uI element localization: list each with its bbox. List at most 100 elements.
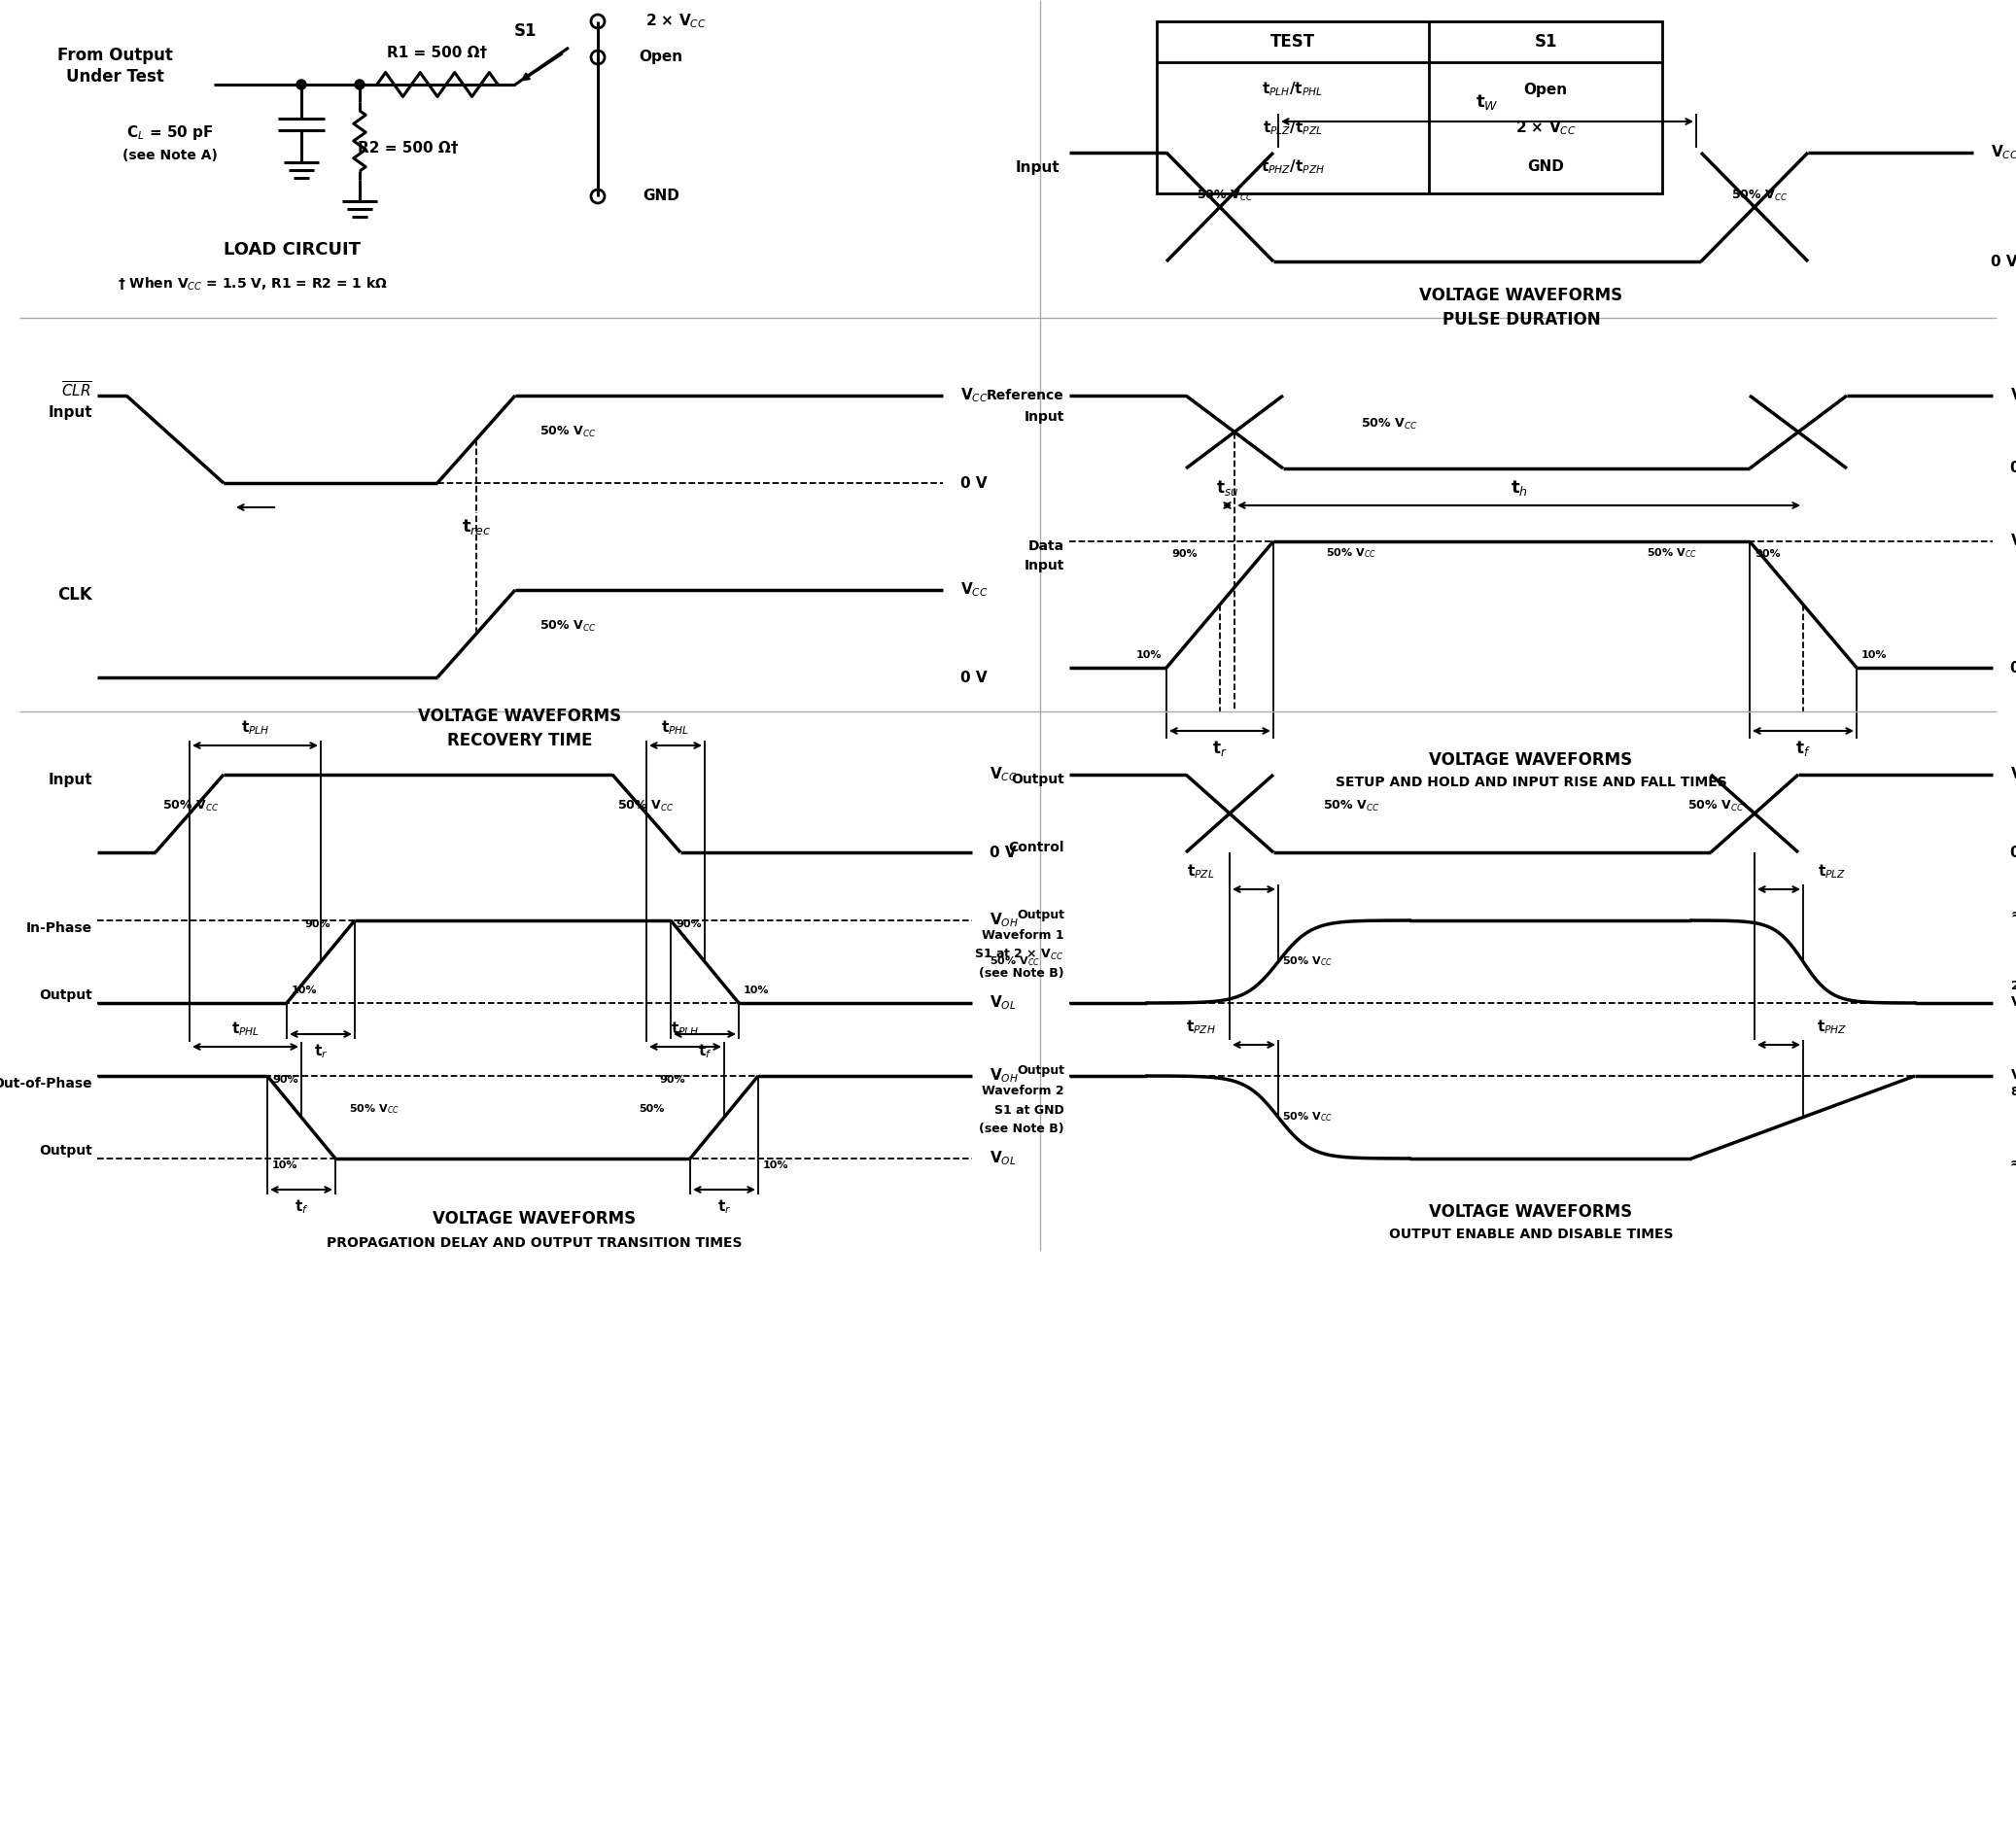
Text: 0 V: 0 V	[2010, 660, 2016, 675]
Text: CLK: CLK	[58, 587, 93, 603]
Text: Output: Output	[38, 1144, 93, 1157]
Text: t$_f$: t$_f$	[1796, 739, 1810, 757]
Text: 2 × V$_{CC}$: 2 × V$_{CC}$	[645, 13, 706, 31]
Text: V$_{CC}$: V$_{CC}$	[990, 765, 1018, 783]
Text: OUTPUT ENABLE AND DISABLE TIMES: OUTPUT ENABLE AND DISABLE TIMES	[1389, 1227, 1673, 1242]
Text: V$_{OL}$: V$_{OL}$	[990, 994, 1016, 1012]
Text: GND: GND	[643, 189, 679, 204]
Text: V$_{CC}$: V$_{CC}$	[1990, 143, 2016, 161]
Text: 50% V$_{CC}$: 50% V$_{CC}$	[1282, 956, 1333, 968]
Text: ≈V$_{CC}$: ≈V$_{CC}$	[2010, 908, 2016, 924]
Text: t$_h$: t$_h$	[1510, 479, 1528, 497]
Text: 90%: 90%	[272, 1075, 298, 1084]
Text: V$_{OH}$: V$_{OH}$	[2010, 1067, 2016, 1084]
Text: Data: Data	[1028, 539, 1064, 554]
Text: Reference: Reference	[988, 389, 1064, 402]
Bar	[1157, 22, 1661, 193]
Text: Input: Input	[1024, 411, 1064, 424]
Text: 50% V$_{CC}$: 50% V$_{CC}$	[1647, 547, 1697, 559]
Text: 50% V$_{CC}$: 50% V$_{CC}$	[161, 798, 218, 812]
Text: PULSE DURATION: PULSE DURATION	[1441, 312, 1601, 328]
Text: 0 V: 0 V	[960, 669, 988, 684]
Text: Waveform 1: Waveform 1	[982, 928, 1064, 941]
Text: t$_{rec}$: t$_{rec}$	[462, 517, 492, 537]
Text: RECOVERY TIME: RECOVERY TIME	[448, 732, 593, 750]
Text: Output: Output	[1012, 772, 1064, 787]
Text: ≈0 V: ≈0 V	[2010, 1157, 2016, 1170]
Circle shape	[296, 79, 306, 90]
Text: VOLTAGE WAVEFORMS: VOLTAGE WAVEFORMS	[1429, 1203, 1633, 1221]
Text: 90%: 90%	[659, 1075, 685, 1084]
Text: 50% V$_{CC}$: 50% V$_{CC}$	[1687, 798, 1744, 812]
Text: V$_{OH}$: V$_{OH}$	[990, 911, 1018, 930]
Text: 0 V: 0 V	[960, 475, 988, 490]
Text: 0 V: 0 V	[2010, 460, 2016, 475]
Text: V$_{CC}$: V$_{CC}$	[960, 387, 988, 405]
Text: t$_f$: t$_f$	[698, 1042, 712, 1060]
Circle shape	[355, 79, 365, 90]
Text: 50% V$_{CC}$: 50% V$_{CC}$	[617, 798, 673, 812]
Text: t$_{PLH}$: t$_{PLH}$	[671, 1020, 700, 1038]
Text: V$_{CC}$: V$_{CC}$	[2010, 765, 2016, 783]
Text: 90%: 90%	[1754, 548, 1780, 559]
Text: V$_{CC}$: V$_{CC}$	[2010, 387, 2016, 405]
Text: V$_{CC}$: V$_{CC}$	[960, 581, 988, 600]
Text: 0 V: 0 V	[990, 845, 1016, 860]
Text: Input: Input	[48, 405, 93, 420]
Text: SETUP AND HOLD AND INPUT RISE AND FALL TIMES: SETUP AND HOLD AND INPUT RISE AND FALL T…	[1335, 776, 1726, 789]
Text: t$_{PZL}$: t$_{PZL}$	[1187, 862, 1214, 880]
Text: Output: Output	[1016, 910, 1064, 923]
Text: 50% V$_{CC}$: 50% V$_{CC}$	[1327, 547, 1377, 559]
Text: 10%: 10%	[1861, 651, 1887, 660]
Text: 50% V$_{CC}$: 50% V$_{CC}$	[1322, 798, 1379, 812]
Text: R1 = 500 Ω†: R1 = 500 Ω†	[387, 46, 488, 61]
Text: 20% V$_{CC}$: 20% V$_{CC}$	[2010, 979, 2016, 994]
Text: 80% V$_{CC}$: 80% V$_{CC}$	[2010, 1086, 2016, 1100]
Text: t$_{PLZ}$: t$_{PLZ}$	[1818, 862, 1847, 880]
Text: C$_L$ = 50 pF: C$_L$ = 50 pF	[127, 125, 214, 143]
Text: V$_{OL}$: V$_{OL}$	[2010, 996, 2016, 1011]
Text: VOLTAGE WAVEFORMS: VOLTAGE WAVEFORMS	[1419, 286, 1623, 304]
Text: $\overline{CLR}$: $\overline{CLR}$	[62, 381, 93, 400]
Text: t$_{su}$: t$_{su}$	[1216, 479, 1238, 497]
Text: † When V$_{CC}$ = 1.5 V, R1 = R2 = 1 kΩ: † When V$_{CC}$ = 1.5 V, R1 = R2 = 1 kΩ	[117, 275, 387, 292]
Text: 10%: 10%	[744, 985, 770, 994]
Text: 50%: 50%	[639, 1104, 663, 1115]
Text: 50% V$_{CC}$: 50% V$_{CC}$	[540, 424, 597, 438]
Text: Input: Input	[1016, 160, 1060, 174]
Text: t$_W$: t$_W$	[1476, 92, 1498, 112]
Text: S1: S1	[514, 22, 536, 40]
Text: 50% V$_{CC}$: 50% V$_{CC}$	[349, 1102, 399, 1117]
Text: (see Note A): (see Note A)	[123, 149, 218, 163]
Text: Waveform 2: Waveform 2	[982, 1084, 1064, 1097]
Text: t$_{PHZ}$/t$_{PZH}$: t$_{PHZ}$/t$_{PZH}$	[1260, 158, 1325, 176]
Text: 90%: 90%	[675, 919, 702, 928]
Text: 50% V$_{CC}$: 50% V$_{CC}$	[1361, 416, 1417, 431]
Text: VOLTAGE WAVEFORMS: VOLTAGE WAVEFORMS	[1429, 752, 1633, 768]
Text: Under Test: Under Test	[67, 68, 163, 86]
Text: Output: Output	[38, 989, 93, 1001]
Text: t$_{PHL}$: t$_{PHL}$	[232, 1020, 260, 1038]
Text: 90%: 90%	[1171, 548, 1198, 559]
Text: Input: Input	[1024, 559, 1064, 572]
Text: Output: Output	[1016, 1066, 1064, 1077]
Text: t$_{PZH}$: t$_{PZH}$	[1185, 1018, 1216, 1036]
Text: V$_{CC}$: V$_{CC}$	[2010, 532, 2016, 550]
Text: 50% V$_{CC}$: 50% V$_{CC}$	[1282, 1111, 1333, 1124]
Text: GND: GND	[1528, 160, 1564, 174]
Text: t$_r$: t$_r$	[1212, 739, 1228, 757]
Text: In-Phase: In-Phase	[26, 921, 93, 935]
Text: TEST: TEST	[1270, 33, 1314, 51]
Text: t$_{PHL}$: t$_{PHL}$	[661, 719, 689, 737]
Text: 90%: 90%	[304, 919, 331, 928]
Text: t$_{PHZ}$: t$_{PHZ}$	[1816, 1018, 1847, 1036]
Text: Control: Control	[1008, 840, 1064, 855]
Text: From Output: From Output	[56, 46, 173, 64]
Text: (see Note B): (see Note B)	[980, 1122, 1064, 1135]
Text: (see Note B): (see Note B)	[980, 968, 1064, 979]
Text: V$_{OL}$: V$_{OL}$	[990, 1150, 1016, 1168]
Text: 50% V$_{CC}$: 50% V$_{CC}$	[1732, 189, 1788, 204]
Text: PROPAGATION DELAY AND OUTPUT TRANSITION TIMES: PROPAGATION DELAY AND OUTPUT TRANSITION …	[327, 1236, 742, 1251]
Text: S1 at 2 × V$_{CC}$: S1 at 2 × V$_{CC}$	[974, 946, 1064, 961]
Text: 0 V: 0 V	[2010, 845, 2016, 860]
